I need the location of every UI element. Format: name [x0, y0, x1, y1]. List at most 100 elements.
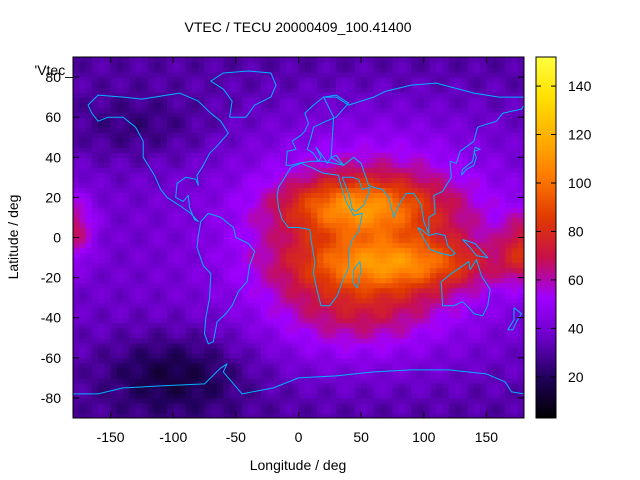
heatmap-cell: [273, 257, 281, 264]
heatmap-cell: [361, 222, 368, 229]
heatmap-cell: [148, 82, 156, 88]
heatmap-cell: [110, 257, 118, 264]
heatmap-cell: [148, 237, 156, 244]
heatmap-cell: [467, 137, 475, 143]
heatmap-cell: [242, 392, 249, 399]
heatmap-cell: [467, 367, 475, 374]
heatmap-cell: [436, 337, 444, 344]
heatmap-cell: [129, 107, 137, 113]
heatmap-cell: [392, 372, 400, 379]
heatmap-cell: [285, 392, 293, 399]
heatmap-cell: [448, 57, 456, 63]
heatmap-cell: [267, 262, 275, 269]
heatmap-cell: [273, 177, 281, 183]
heatmap-cell: [116, 187, 124, 193]
heatmap-cell: [311, 362, 318, 369]
heatmap-cell: [166, 67, 174, 73]
heatmap-cell: [79, 142, 87, 148]
heatmap-cell: [148, 197, 156, 203]
heatmap-cell: [448, 192, 456, 198]
heatmap-cell: [492, 202, 500, 209]
heatmap-cell: [267, 327, 275, 334]
heatmap-cell: [430, 87, 437, 93]
heatmap-cell: [279, 107, 287, 113]
heatmap-cell: [285, 182, 293, 188]
heatmap-cell: [492, 412, 500, 418]
heatmap-cell: [104, 357, 112, 364]
heatmap-cell: [123, 227, 130, 234]
heatmap-cell: [404, 352, 412, 359]
heatmap-cell: [455, 237, 462, 244]
heatmap-cell: [386, 217, 394, 224]
heatmap-cell: [104, 87, 112, 93]
heatmap-cell: [129, 152, 137, 158]
heatmap-cell: [279, 92, 287, 98]
heatmap-cell: [98, 247, 105, 254]
heatmap-cell: [336, 62, 343, 68]
heatmap-cell: [329, 367, 337, 374]
heatmap-cell: [498, 322, 506, 329]
heatmap-cell: [98, 187, 105, 193]
heatmap-cell: [173, 177, 181, 183]
heatmap-cell: [486, 182, 494, 188]
heatmap-cell: [386, 132, 394, 138]
heatmap-cell: [448, 197, 456, 203]
heatmap-cell: [104, 142, 112, 148]
heatmap-cell: [248, 292, 256, 299]
heatmap-cell: [223, 317, 231, 324]
heatmap-cell: [317, 292, 325, 299]
heatmap-cell: [179, 187, 187, 193]
heatmap-cell: [367, 222, 375, 229]
heatmap-cell: [85, 82, 93, 88]
heatmap-cell: [110, 372, 118, 379]
heatmap-cell: [467, 412, 475, 418]
heatmap-cell: [398, 362, 406, 369]
heatmap-cell: [473, 272, 481, 279]
heatmap-cell: [411, 162, 419, 168]
heatmap-cell: [417, 317, 425, 324]
heatmap-cell: [442, 367, 450, 374]
heatmap-cell: [229, 147, 237, 153]
heatmap-cell: [179, 267, 187, 274]
heatmap-cell: [455, 327, 462, 334]
heatmap-cell: [442, 62, 450, 68]
heatmap-cell: [342, 257, 350, 264]
heatmap-cell: [79, 182, 87, 188]
heatmap-cell: [423, 272, 431, 279]
heatmap-cell: [260, 252, 268, 259]
heatmap-cell: [348, 312, 356, 319]
heatmap-cell: [198, 82, 206, 88]
heatmap-cell: [217, 322, 224, 329]
heatmap-cell: [455, 312, 462, 319]
heatmap-cell: [392, 212, 400, 219]
heatmap-cell: [179, 272, 187, 279]
heatmap-cell: [217, 252, 224, 259]
heatmap-cell: [417, 132, 425, 138]
heatmap-cell: [229, 247, 237, 254]
heatmap-cell: [411, 177, 419, 183]
heatmap-cell: [173, 97, 181, 103]
heatmap-cell: [455, 212, 462, 219]
heatmap-cell: [492, 317, 500, 324]
heatmap-cell: [254, 172, 262, 178]
heatmap-cell: [498, 142, 506, 148]
heatmap-cell: [135, 342, 143, 349]
heatmap-cell: [336, 282, 343, 289]
heatmap-cell: [248, 367, 256, 374]
heatmap-cell: [348, 192, 356, 198]
heatmap-cell: [279, 302, 287, 309]
heatmap-cell: [198, 212, 206, 219]
heatmap-cell: [285, 87, 293, 93]
heatmap-cell: [123, 217, 130, 224]
heatmap-cell: [91, 282, 99, 289]
heatmap-cell: [342, 137, 350, 143]
heatmap-cell: [448, 97, 456, 103]
heatmap-cell: [210, 182, 218, 188]
heatmap-cell: [285, 92, 293, 98]
heatmap-cell: [392, 317, 400, 324]
heatmap-cell: [273, 412, 281, 418]
heatmap-cell: [367, 62, 375, 68]
heatmap-cell: [473, 212, 481, 219]
heatmap-cell: [273, 332, 281, 339]
heatmap-cell: [154, 392, 162, 399]
